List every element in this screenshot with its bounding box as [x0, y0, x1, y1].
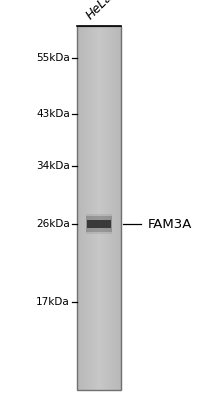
Bar: [93, 26, 94, 390]
Bar: [102, 26, 103, 390]
Bar: [88, 26, 89, 390]
Bar: [94, 26, 95, 390]
Bar: [101, 26, 102, 390]
Bar: [88, 26, 89, 390]
Bar: [89, 26, 90, 390]
Bar: [117, 26, 118, 390]
Bar: [87, 220, 111, 228]
Bar: [102, 26, 103, 390]
Bar: [98, 26, 99, 390]
Text: 17kDa: 17kDa: [36, 297, 70, 307]
Bar: [78, 26, 79, 390]
Bar: [84, 26, 85, 390]
Bar: [78, 26, 79, 390]
Bar: [89, 26, 90, 390]
Text: 26kDa: 26kDa: [36, 219, 70, 229]
Bar: [103, 26, 104, 390]
Bar: [86, 216, 112, 232]
Bar: [117, 26, 118, 390]
Bar: [103, 26, 104, 390]
Bar: [119, 26, 120, 390]
Bar: [114, 26, 115, 390]
Bar: [79, 26, 80, 390]
Bar: [106, 26, 107, 390]
Text: FAM3A: FAM3A: [147, 218, 192, 230]
Bar: [92, 26, 93, 390]
Bar: [85, 26, 86, 390]
Bar: [80, 26, 81, 390]
Bar: [100, 26, 101, 390]
Bar: [120, 26, 121, 390]
Bar: [112, 26, 113, 390]
Bar: [77, 26, 78, 390]
Bar: [81, 26, 82, 390]
Bar: [99, 26, 100, 390]
Bar: [115, 26, 116, 390]
Bar: [116, 26, 117, 390]
Bar: [109, 26, 110, 390]
Bar: [87, 26, 88, 390]
Bar: [91, 26, 92, 390]
Text: 55kDa: 55kDa: [36, 53, 70, 63]
Bar: [107, 26, 108, 390]
Bar: [104, 26, 105, 390]
Bar: [118, 26, 119, 390]
Bar: [105, 26, 106, 390]
Bar: [77, 26, 121, 390]
Bar: [86, 26, 87, 390]
Bar: [82, 26, 83, 390]
Bar: [83, 26, 84, 390]
Bar: [92, 26, 93, 390]
Bar: [108, 26, 109, 390]
Bar: [118, 26, 119, 390]
Text: 43kDa: 43kDa: [36, 109, 70, 119]
Bar: [83, 26, 84, 390]
Bar: [112, 26, 113, 390]
Bar: [109, 26, 110, 390]
Bar: [111, 26, 112, 390]
Bar: [97, 26, 98, 390]
Bar: [84, 26, 85, 390]
Bar: [95, 26, 96, 390]
Bar: [90, 26, 91, 390]
Bar: [98, 26, 99, 390]
Text: HeLa: HeLa: [83, 0, 115, 22]
Bar: [110, 26, 111, 390]
Bar: [77, 26, 78, 390]
Bar: [108, 26, 109, 390]
Bar: [86, 214, 112, 234]
Bar: [97, 26, 98, 390]
Bar: [111, 26, 112, 390]
Bar: [113, 26, 114, 390]
Text: 34kDa: 34kDa: [36, 161, 70, 171]
Bar: [96, 26, 97, 390]
